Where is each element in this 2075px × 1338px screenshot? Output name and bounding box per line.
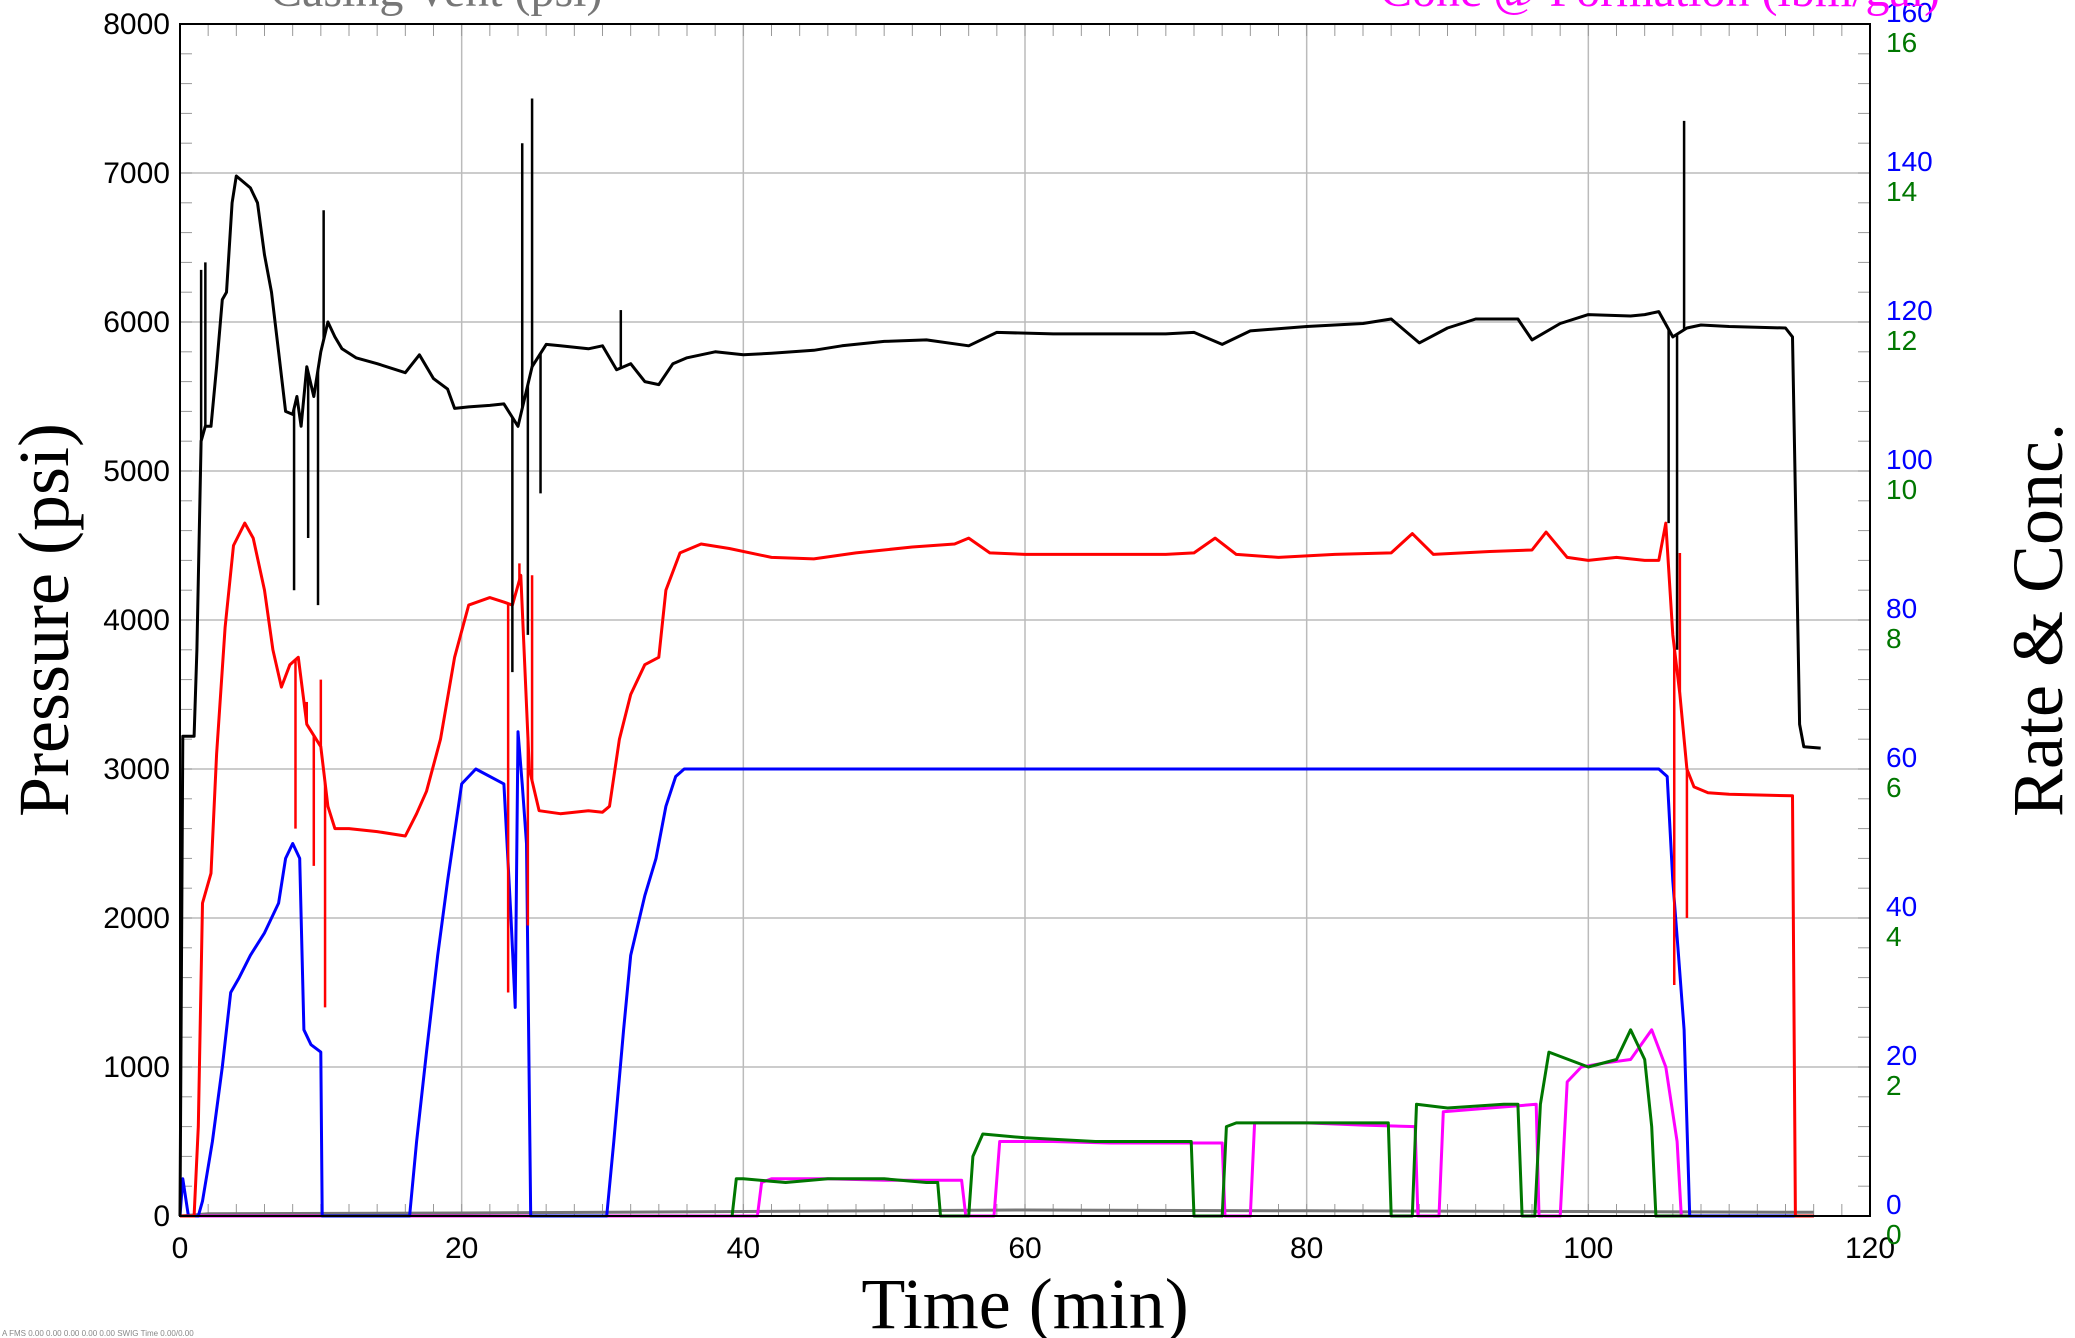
y-tick-label-conc: 16 (1886, 27, 1917, 58)
y-tick-label-rate: 0 (1886, 1189, 1902, 1220)
series-line-treating-pressure (178, 174, 1821, 1217)
y-tick-label-rate: 20 (1886, 1040, 1917, 1071)
y-tick-label-conc: 6 (1886, 772, 1902, 803)
top-label-formation-conc: Conc @ Formation (lbm/gal) (1380, 0, 1940, 17)
y-tick-label-left: 5000 (103, 455, 170, 488)
y-tick-label-conc: 14 (1886, 176, 1917, 207)
y-tick-label-left: 8000 (103, 8, 170, 41)
y-tick-label-left: 2000 (103, 902, 170, 935)
x-tick-label: 60 (1008, 1232, 1041, 1265)
y-tick-label-rate: 40 (1886, 891, 1917, 922)
y-tick-label-conc: 10 (1886, 474, 1917, 505)
plot-frame (179, 23, 1871, 1217)
x-tick-label: 40 (727, 1232, 760, 1265)
top-label-casing-vent: Casing Vent (psi) (270, 0, 602, 17)
y-tick-label-conc: 0 (1886, 1219, 1902, 1250)
y-tick-label-rate: 120 (1886, 295, 1933, 326)
grid-lines (180, 24, 1870, 1216)
y-tick-label-left: 4000 (103, 604, 170, 637)
x-tick-label: 20 (445, 1232, 478, 1265)
y-tick-label-rate: 80 (1886, 593, 1917, 624)
y-tick-label-rate: 100 (1886, 444, 1933, 475)
series-line-bottomhole-pressure (180, 521, 1814, 1218)
y-tick-label-conc: 4 (1886, 921, 1902, 952)
y-tick-label-conc: 8 (1886, 623, 1902, 654)
series-lines (178, 98, 1821, 1218)
y-tick-label-conc: 12 (1886, 325, 1917, 356)
series-line-slurry-rate (178, 730, 1814, 1218)
x-tick-label: 120 (1845, 1232, 1895, 1265)
y-tick-label-rate: 60 (1886, 742, 1917, 773)
y-tick-label-left: 3000 (103, 753, 170, 786)
y-tick-label-left: 0 (153, 1200, 170, 1233)
y-axis-label-left: Pressure (psi) (4, 423, 84, 817)
series-line-casing-vent (179, 1208, 1814, 1218)
y-axis-label-right: Rate & Conc. (1998, 423, 2075, 817)
y-tick-label-left: 6000 (103, 306, 170, 339)
footer-text: A FMS 0.00 0.00 0.00 0.00 0.00 SWIG Time… (2, 1329, 194, 1338)
x-tick-label: 100 (1563, 1232, 1613, 1265)
x-tick-label: 80 (1290, 1232, 1323, 1265)
tick-labels: 0 20 40 60 80 100 1200100020003000400050006000… (103, 0, 1932, 1265)
y-tick-label-left: 1000 (103, 1051, 170, 1084)
x-tick-label: 0 (172, 1232, 189, 1265)
y-tick-label-rate: 160 (1886, 0, 1933, 28)
y-tick-label-conc: 2 (1886, 1070, 1902, 1101)
y-tick-label-left: 7000 (103, 157, 170, 190)
series-line-surface-conc (730, 1028, 1814, 1218)
y-tick-label-rate: 140 (1886, 146, 1933, 177)
x-axis-label: Time (min) (861, 1264, 1188, 1338)
